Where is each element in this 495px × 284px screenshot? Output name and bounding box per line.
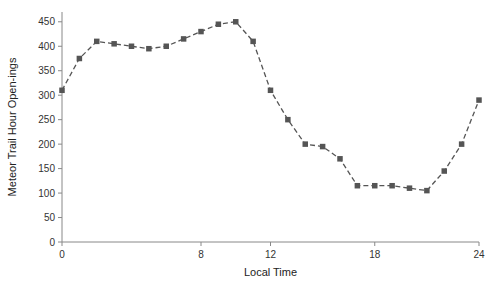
data-point <box>233 19 239 25</box>
data-point <box>181 36 187 42</box>
data-point <box>198 29 204 35</box>
data-point <box>459 141 465 147</box>
chart-container: 0 50 100 150 200 250 300 350 400 450 0 8 12 18 24 Local… <box>0 0 495 284</box>
data-point <box>320 144 326 150</box>
x-tick <box>201 242 202 246</box>
x-tick <box>62 242 63 246</box>
x-tick <box>479 242 480 246</box>
data-point <box>94 39 100 45</box>
plot-area <box>59 19 482 193</box>
y-tick-label: 250 <box>38 114 55 125</box>
y-axis-label: Meteor Trail Hour Open-ings <box>6 57 18 196</box>
y-tick <box>58 46 62 47</box>
data-point <box>476 97 482 103</box>
y-tick-label: 400 <box>38 41 55 52</box>
data-point <box>407 185 413 191</box>
y-tick-label: 350 <box>38 65 55 76</box>
y-tick <box>58 95 62 96</box>
chart: 0 50 100 150 200 250 300 350 400 450 0 8 12 18 24 Local… <box>0 0 495 284</box>
x-tick <box>374 242 375 246</box>
data-point <box>146 46 152 52</box>
data-point <box>285 117 291 123</box>
data-point <box>129 44 135 50</box>
y-tick <box>58 217 62 218</box>
y-tick <box>58 242 62 243</box>
y-tick <box>58 70 62 71</box>
data-point <box>337 156 343 162</box>
data-point <box>303 141 309 147</box>
data-point <box>389 183 395 189</box>
y-tick <box>58 193 62 194</box>
y-tick-label: 50 <box>44 212 56 223</box>
y-tick-label: 300 <box>38 90 55 101</box>
data-point <box>77 56 83 62</box>
data-line <box>62 22 479 191</box>
x-tick <box>270 242 271 246</box>
data-point <box>424 188 430 194</box>
y-tick-label: 450 <box>38 16 55 27</box>
y-tick <box>58 21 62 22</box>
y-tick <box>58 119 62 120</box>
y-tick-label: 200 <box>38 139 55 150</box>
data-point <box>111 41 117 47</box>
y-tick-label: 150 <box>38 163 55 174</box>
data-point <box>372 183 378 189</box>
data-point <box>59 88 65 94</box>
x-axis-label: Local Time <box>244 266 297 278</box>
y-tick <box>58 168 62 169</box>
y-tick <box>58 144 62 145</box>
data-point <box>164 44 170 50</box>
x-tick-label: 24 <box>473 249 485 260</box>
data-point <box>216 21 222 27</box>
data-point <box>355 183 361 189</box>
data-point <box>268 88 274 94</box>
data-point <box>442 168 448 174</box>
x-tick-label: 12 <box>265 249 277 260</box>
y-tick-label: 0 <box>49 237 55 248</box>
y-tick-label: 100 <box>38 188 55 199</box>
x-tick-label: 18 <box>369 249 381 260</box>
data-point <box>250 39 256 45</box>
x-tick-label: 0 <box>59 249 65 260</box>
x-tick-label: 8 <box>198 249 204 260</box>
